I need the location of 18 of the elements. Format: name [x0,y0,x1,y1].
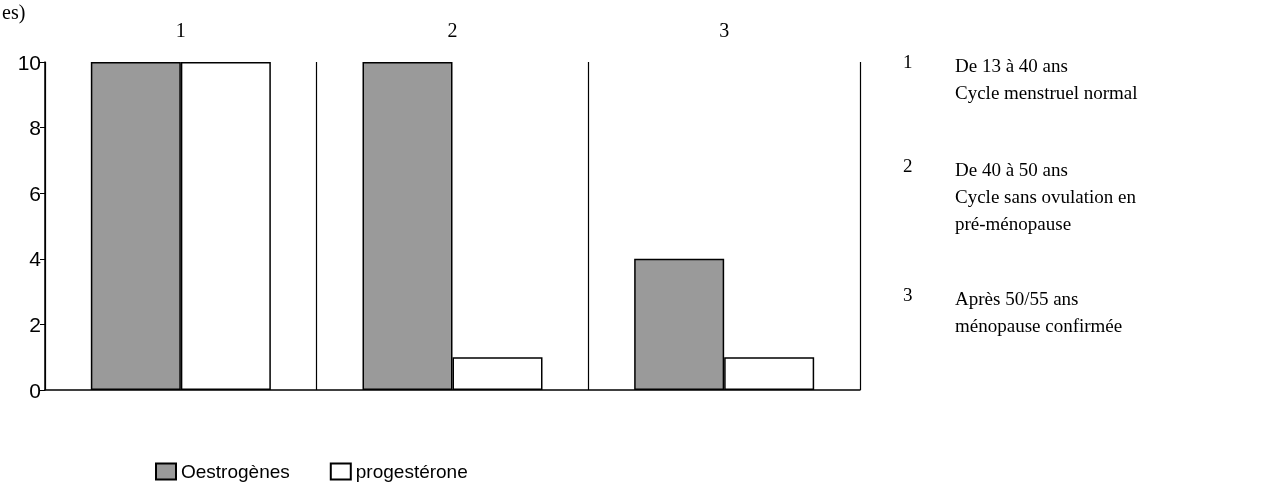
legend-label: progestérone [355,461,468,482]
text: 3 [903,284,913,305]
x-tick-label: 3 [719,19,730,41]
text: es) [2,1,26,24]
y-tick-label: 10 [17,50,41,74]
text: De 13 à 40 ans Cycle menstruel normal [955,55,1138,103]
legend-label: Oestrogènes [181,461,290,482]
text: De 40 à 50 ans Cycle sans ovulation en pré-ménopause [955,159,1137,234]
y-tick-label: 4 [29,247,42,271]
y-tick-label: 2 [29,312,41,336]
y-tick-label: 0 [29,378,41,402]
y-tick-label: 6 [29,181,41,205]
y-tick-label: 8 [29,116,41,140]
x-tick-label: 2 [447,19,458,41]
text: Après 50/55 ans ménopause confirmée [955,288,1123,336]
x-tick-label: 1 [175,19,186,41]
text: 1 [903,51,913,72]
text: 2 [903,155,913,176]
